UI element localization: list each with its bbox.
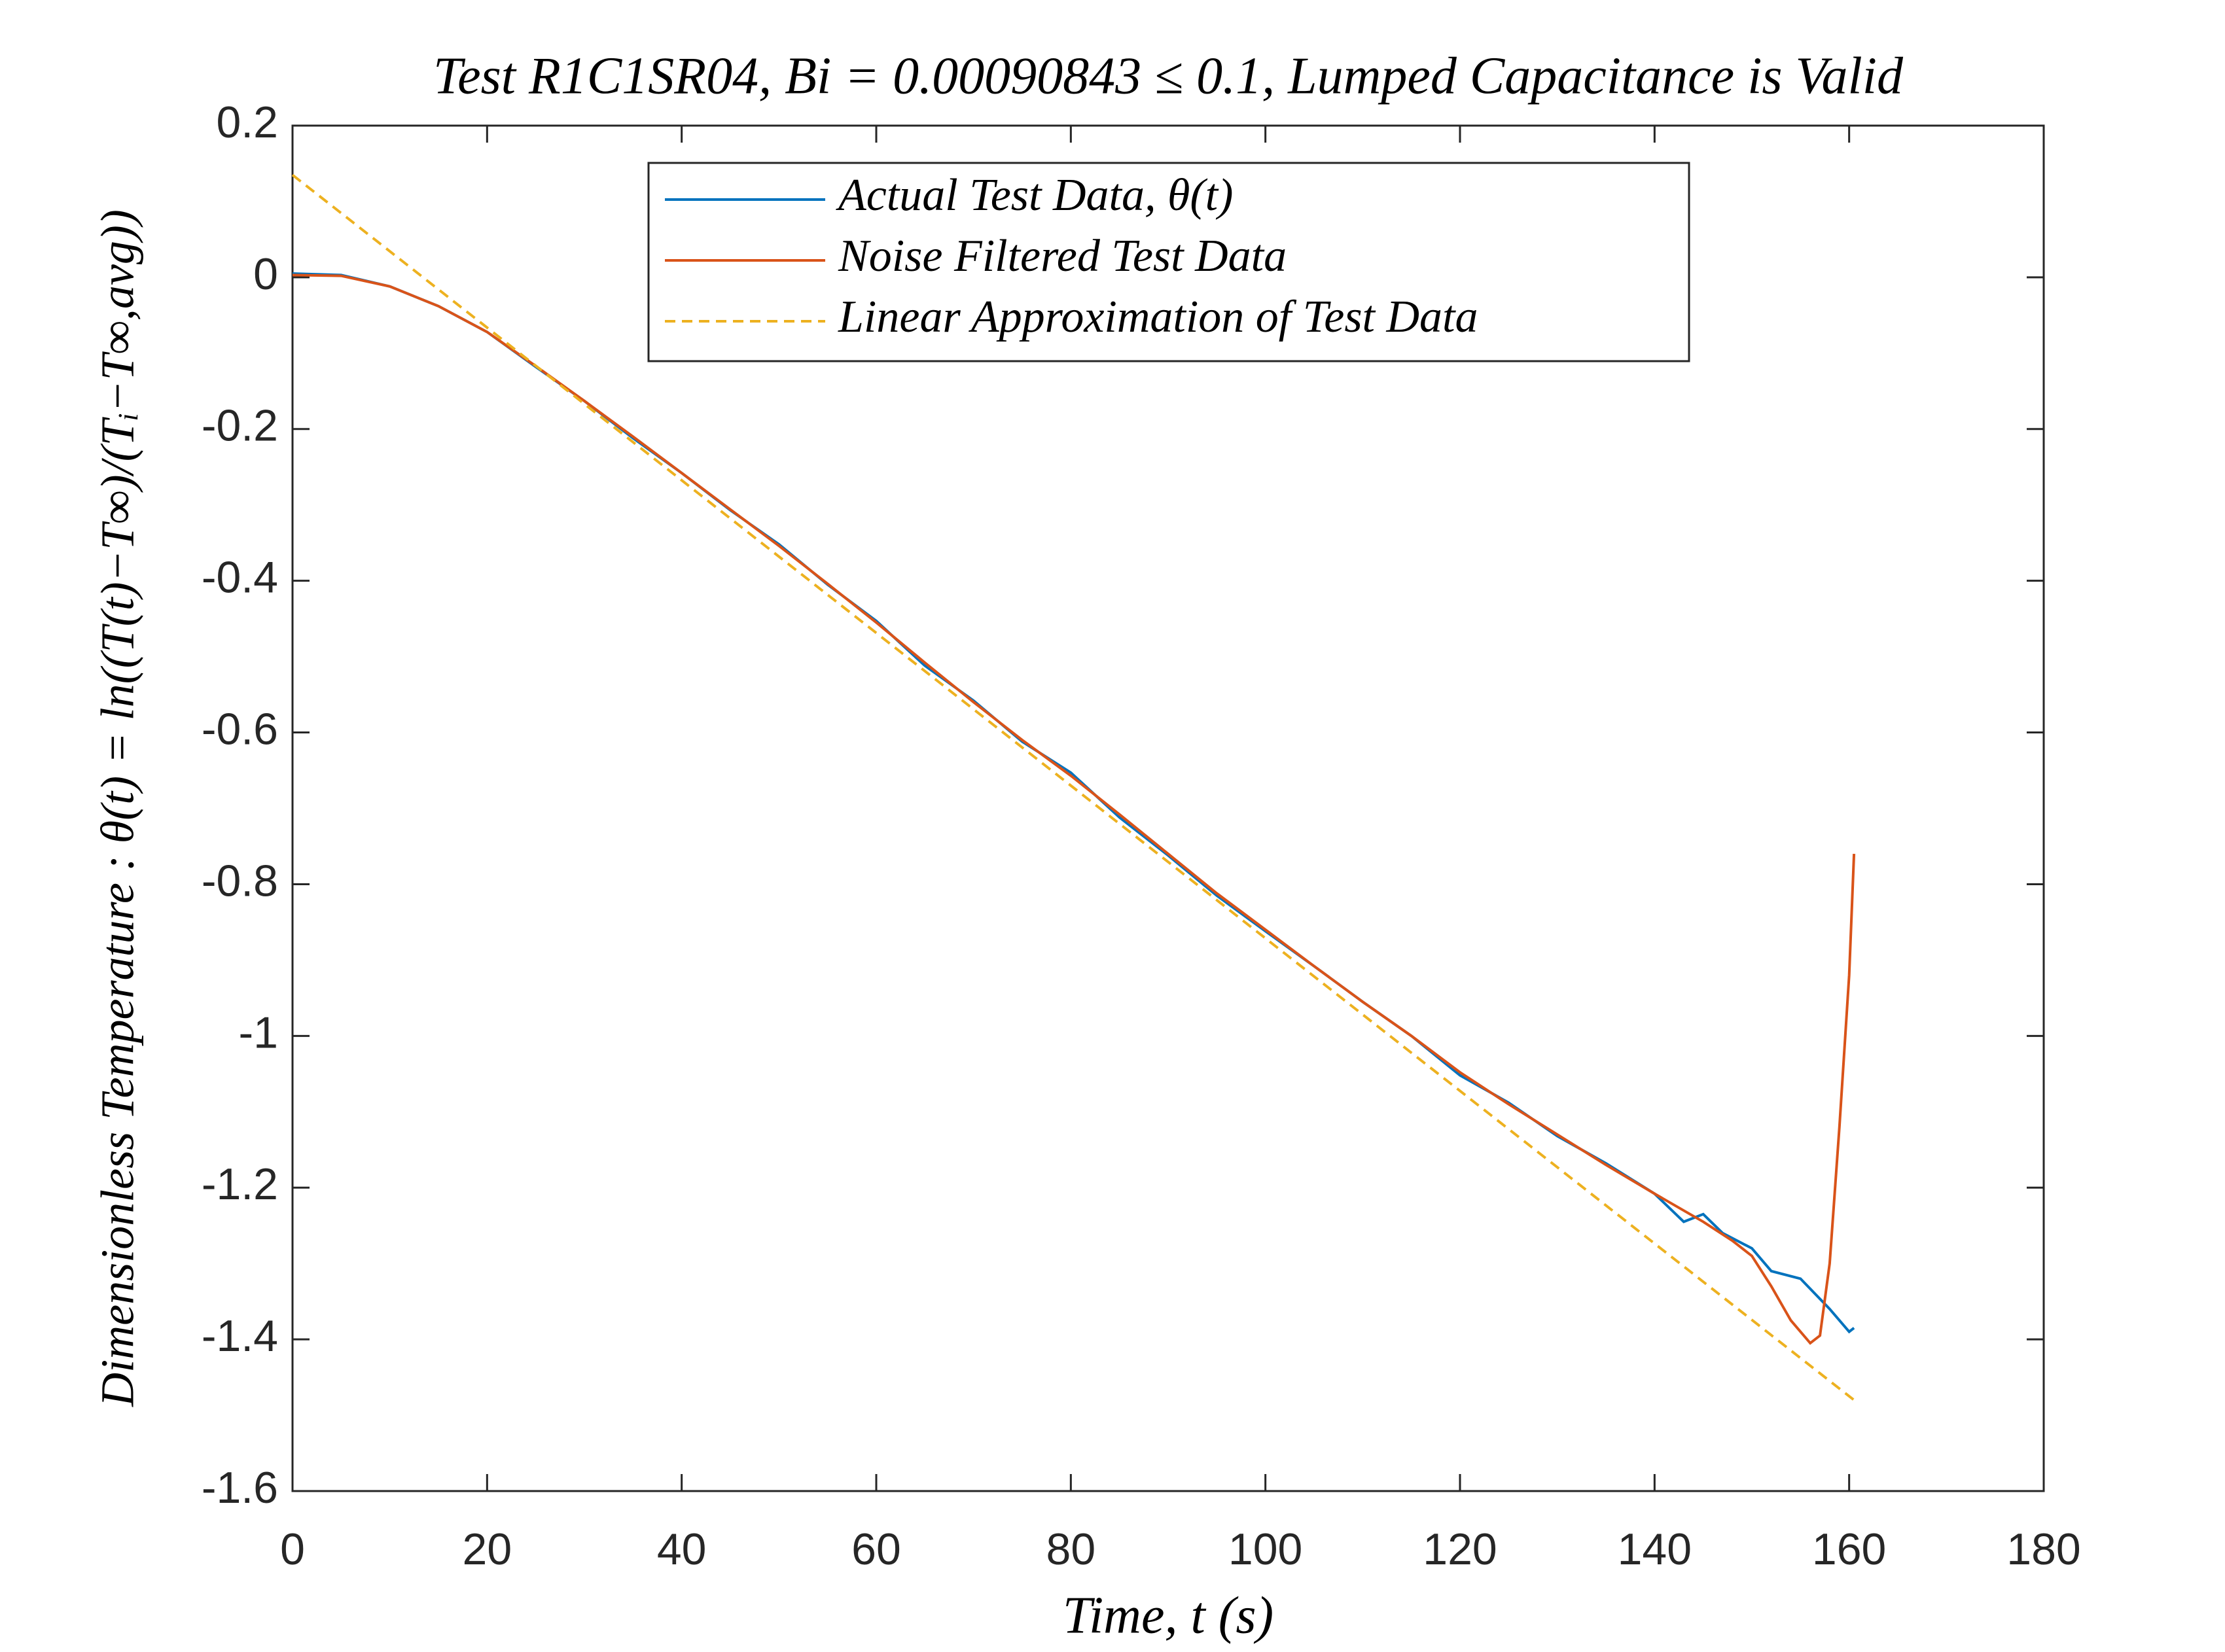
x-tick-label: 40 <box>657 1524 707 1574</box>
legend-label: Actual Test Data, θ(t) <box>836 170 1233 220</box>
x-tick-label: 160 <box>1812 1524 1886 1574</box>
x-tick-label: 0 <box>280 1524 305 1574</box>
y-tick-label: -1.4 <box>202 1311 278 1361</box>
x-tick-label: 20 <box>463 1524 512 1574</box>
y-tick-label: 0 <box>253 249 278 299</box>
x-tick-label: 120 <box>1423 1524 1497 1574</box>
y-tick-label: -0.8 <box>202 856 278 905</box>
y-tick-label: -0.6 <box>202 705 278 754</box>
y-axis-label: Dimensionless Temperature : θ(t) = ln((T… <box>92 209 144 1407</box>
x-tick-label: 100 <box>1228 1524 1302 1574</box>
chart-title: Test R1C1SR04, Bi = 0.00090843 ≤ 0.1, Lu… <box>433 47 1904 105</box>
legend-label: Linear Approximation of Test Data <box>838 292 1478 342</box>
y-tick-label: 0.2 <box>216 97 278 147</box>
series-line <box>292 273 1856 1345</box>
y-tick-label: -1 <box>239 1008 278 1057</box>
y-tick-label: -1.6 <box>202 1463 278 1513</box>
legend-box <box>647 162 1690 362</box>
legend-label: Noise Filtered Test Data <box>838 231 1287 281</box>
x-tick-label: 180 <box>2006 1524 2080 1574</box>
y-tick-label: -0.2 <box>202 401 278 451</box>
y-tick-label: -0.4 <box>202 553 278 603</box>
x-tick-label: 60 <box>851 1524 901 1574</box>
x-tick-label: 140 <box>1618 1524 1692 1574</box>
x-axis-label: Time, t (s) <box>1063 1587 1273 1644</box>
y-tick-label: -1.2 <box>202 1159 278 1209</box>
x-tick-label: 80 <box>1046 1524 1096 1574</box>
series-line <box>291 173 1855 1401</box>
